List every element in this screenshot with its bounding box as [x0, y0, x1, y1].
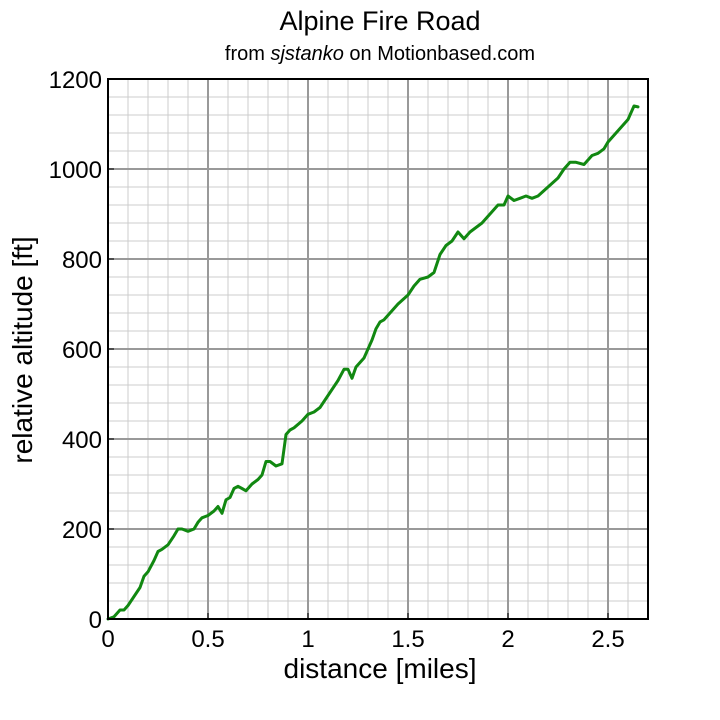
- altitude-line: [106, 104, 640, 621]
- y-tick-label: 400: [62, 427, 102, 454]
- y-tick-label: 600: [62, 337, 102, 364]
- x-tick-label: 0: [101, 626, 114, 653]
- x-tick-label: 2: [501, 626, 514, 653]
- x-tick-label: 1.5: [391, 626, 424, 653]
- chart-subtitle: from sjstanko on Motionbased.com: [225, 43, 535, 65]
- subtitle-suffix: on Motionbased.com: [344, 43, 535, 65]
- major-grid: [108, 79, 648, 619]
- x-axis-ticks: 0 0.5 1 1.5 2 2.5: [101, 613, 625, 653]
- y-tick-label: 1000: [49, 157, 102, 184]
- subtitle-prefix: from: [225, 43, 271, 65]
- y-tick-label: 800: [62, 247, 102, 274]
- y-axis-label: relative altitude [ft]: [7, 236, 38, 463]
- y-axis-ticks: 0 200 400 600 800 1000 1200: [49, 67, 114, 634]
- x-tick-label: 0.5: [191, 626, 224, 653]
- series-layer: [106, 104, 640, 621]
- x-axis-label: distance [miles]: [284, 653, 477, 684]
- chart-title: Alpine Fire Road: [279, 6, 480, 36]
- y-tick-label: 1200: [49, 67, 102, 94]
- subtitle-user: sjstanko: [270, 43, 343, 65]
- x-tick-label: 2.5: [591, 626, 624, 653]
- y-tick-label: 200: [62, 517, 102, 544]
- x-tick-label: 1: [301, 626, 314, 653]
- y-tick-label: 0: [89, 607, 102, 634]
